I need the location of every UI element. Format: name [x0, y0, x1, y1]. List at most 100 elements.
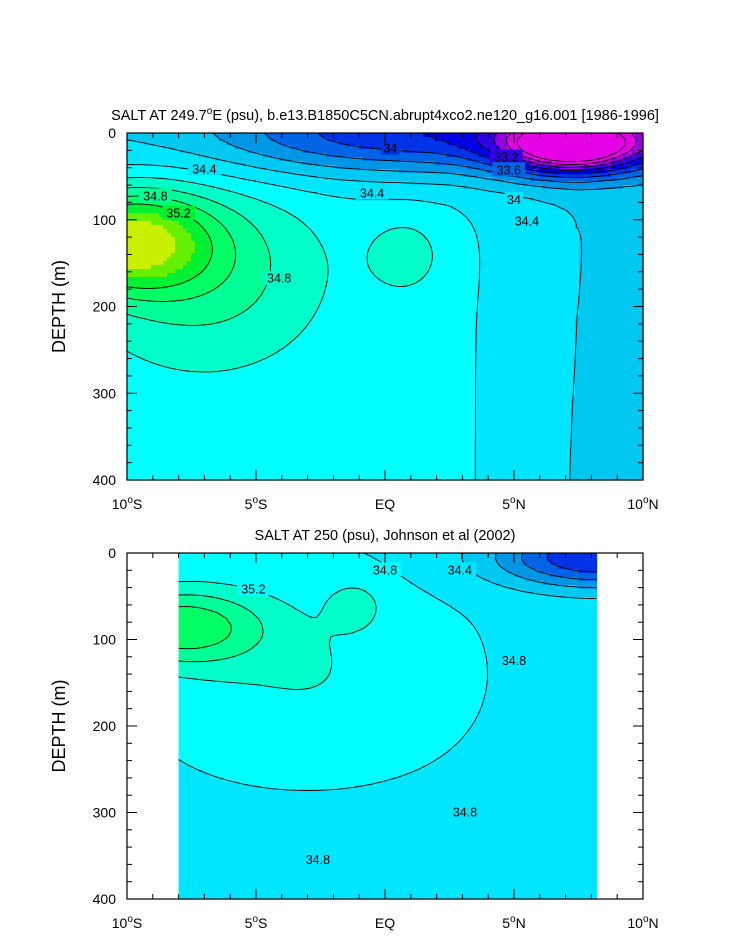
field-cell	[195, 229, 200, 234]
field-cell	[243, 273, 248, 278]
field-cell	[151, 169, 156, 174]
field-cell	[227, 157, 232, 162]
field-cell	[347, 209, 352, 214]
field-cell	[379, 137, 384, 142]
field-cell	[603, 277, 608, 282]
field-cell	[207, 221, 212, 226]
field-cell	[287, 209, 292, 214]
field-cell	[171, 157, 176, 162]
field-cell	[367, 241, 372, 246]
field-cell	[631, 197, 636, 202]
field-cell	[215, 221, 220, 226]
field-cell	[415, 265, 420, 270]
field-cell	[551, 213, 556, 218]
field-cell	[411, 145, 416, 150]
field-cell	[535, 229, 540, 234]
field-cell	[259, 189, 264, 194]
field-cell	[407, 261, 412, 266]
field-cell	[519, 229, 524, 234]
field-cell	[307, 221, 312, 226]
field-cell	[251, 229, 256, 234]
field-cell	[591, 273, 596, 278]
field-cell	[483, 253, 488, 258]
field-cell	[191, 185, 196, 190]
field-cell	[383, 269, 388, 274]
field-cell	[491, 265, 496, 270]
field-cell	[135, 221, 140, 226]
field-cell	[275, 177, 280, 182]
field-cell	[347, 181, 352, 186]
field-cell	[555, 237, 560, 242]
field-cell	[387, 249, 392, 254]
field-cell	[151, 253, 156, 258]
field-cell	[231, 137, 236, 142]
field-cell	[279, 141, 284, 146]
field-cell	[487, 209, 492, 214]
field-cell	[631, 265, 636, 270]
field-cell	[543, 265, 548, 270]
field-cell	[443, 229, 448, 234]
field-cell	[543, 257, 548, 262]
field-cell	[235, 181, 240, 186]
field-cell	[611, 173, 616, 178]
field-cell	[483, 277, 488, 282]
field-cell	[571, 153, 576, 158]
field-cell	[479, 249, 484, 254]
field-cell	[383, 181, 388, 186]
field-cell	[303, 209, 308, 214]
field-cell	[259, 201, 264, 206]
field-cell	[623, 133, 628, 138]
field-cell	[307, 213, 312, 218]
field-cell	[219, 205, 224, 210]
field-cell	[231, 185, 236, 190]
field-cell	[223, 149, 228, 154]
field-cell	[199, 241, 204, 246]
field-cell	[467, 233, 472, 238]
field-cell	[491, 197, 496, 202]
field-cell	[487, 285, 492, 290]
field-cell	[131, 149, 136, 154]
field-cell	[203, 209, 208, 214]
field-cell	[615, 229, 620, 234]
field-cell	[519, 209, 524, 214]
field-cell	[311, 273, 316, 278]
field-cell	[231, 177, 236, 182]
field-cell	[407, 165, 412, 170]
field-cell	[391, 161, 396, 166]
field-cell	[415, 257, 420, 262]
field-cell	[507, 249, 512, 254]
field-cell	[571, 245, 576, 250]
field-cell	[231, 157, 236, 162]
field-cell	[207, 233, 212, 238]
field-cell	[291, 253, 296, 258]
field-cell	[203, 217, 208, 222]
field-cell	[563, 177, 568, 182]
field-cell	[595, 261, 600, 266]
field-cell	[351, 149, 356, 154]
field-cell	[203, 221, 208, 226]
field-cell	[135, 225, 140, 230]
field-cell	[483, 269, 488, 274]
field-cell	[503, 145, 508, 150]
field-cell	[167, 201, 172, 206]
field-cell	[303, 197, 308, 202]
field-cell	[439, 137, 444, 142]
field-cell	[427, 213, 432, 218]
field-cell	[547, 209, 552, 214]
field-cell	[335, 189, 340, 194]
field-cell	[215, 197, 220, 202]
field-cell	[563, 233, 568, 238]
field-cell	[599, 181, 604, 186]
field-cell	[427, 265, 432, 270]
field-cell	[327, 261, 332, 266]
field-cell	[391, 201, 396, 206]
field-cell	[423, 217, 428, 222]
field-cell	[143, 161, 148, 166]
field-cell	[479, 269, 484, 274]
field-cell	[363, 221, 368, 226]
field-cell	[487, 193, 492, 198]
field-cell	[195, 253, 200, 258]
field-cell	[315, 273, 320, 278]
field-cell	[515, 249, 520, 254]
field-cell	[251, 249, 256, 254]
